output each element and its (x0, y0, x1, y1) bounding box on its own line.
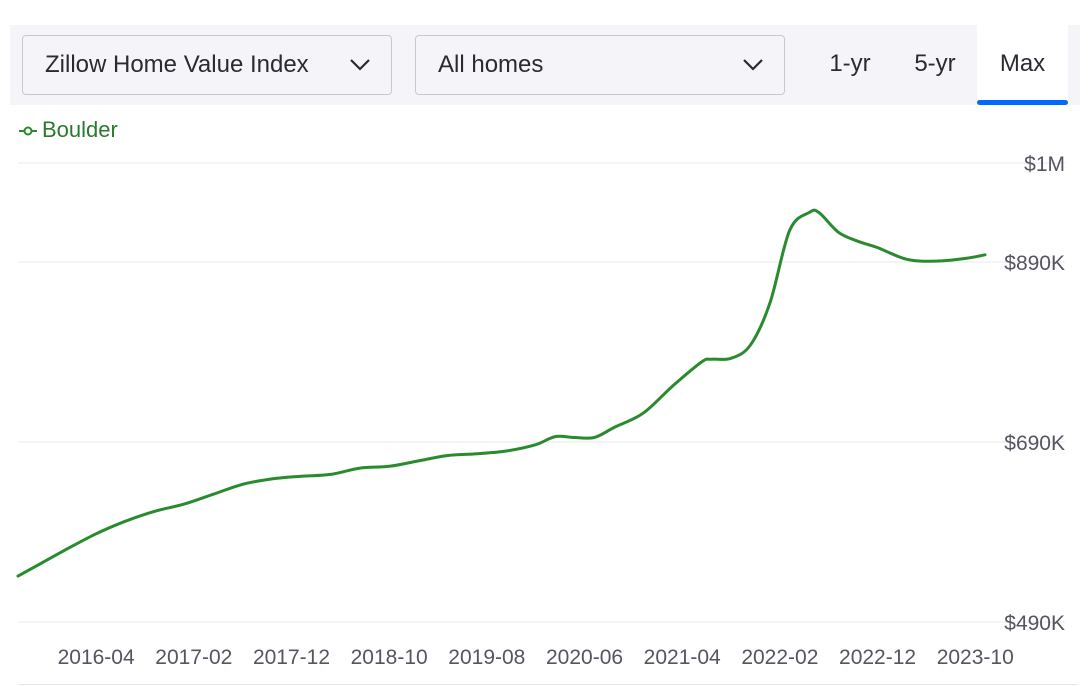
chart-bottom-border (18, 684, 1078, 685)
chart-controls: Zillow Home Value Index All homes 1-yr 5… (10, 25, 1080, 105)
x-tick-label: 2019-08 (448, 646, 525, 669)
metric-dropdown-value: Zillow Home Value Index (45, 51, 309, 78)
series-line-boulder (16, 208, 987, 578)
legend-series-name: Boulder (42, 117, 118, 142)
legend-line-marker-icon (19, 126, 37, 136)
x-tick-label: 2018-10 (351, 646, 428, 669)
x-tick-label: 2020-06 (546, 646, 623, 669)
tab-5-yr[interactable]: 5-yr (895, 25, 975, 105)
y-tick-label: $490K (1004, 612, 1065, 635)
x-tick-label: 2016-04 (58, 646, 135, 669)
chevron-down-icon (743, 59, 763, 71)
x-tick-label: 2022-12 (839, 646, 916, 669)
tab-label: 1-yr (829, 50, 871, 77)
y-axis-ticks: $490K $690K $890K $1M (1004, 153, 1065, 635)
y-tick-label: $690K (1004, 432, 1065, 455)
grid-lines (18, 162, 1065, 623)
active-tab-indicator (977, 100, 1068, 105)
tab-max[interactable]: Max (977, 25, 1068, 105)
chevron-down-icon (350, 59, 370, 71)
y-tick-label: $890K (1004, 252, 1065, 275)
tab-label: Max (999, 50, 1046, 77)
x-tick-label: 2017-12 (253, 646, 330, 669)
x-tick-label: 2017-02 (155, 646, 232, 669)
tab-label: 5-yr (914, 50, 956, 77)
metric-dropdown[interactable]: Zillow Home Value Index (22, 35, 392, 95)
x-axis-ticks: 2016-04 2017-02 2017-12 2018-10 2019-08 2020-… (58, 646, 1014, 669)
home-type-dropdown[interactable]: All homes (415, 35, 785, 95)
x-tick-label: 2023-10 (937, 646, 1014, 669)
y-tick-label: $1M (1024, 153, 1065, 176)
x-tick-label: 2021-04 (644, 646, 721, 669)
tab-1-yr[interactable]: 1-yr (810, 25, 890, 105)
chart-legend[interactable]: Boulder (18, 115, 118, 145)
x-tick-label: 2022-02 (741, 646, 818, 669)
home-type-dropdown-value: All homes (438, 51, 544, 78)
